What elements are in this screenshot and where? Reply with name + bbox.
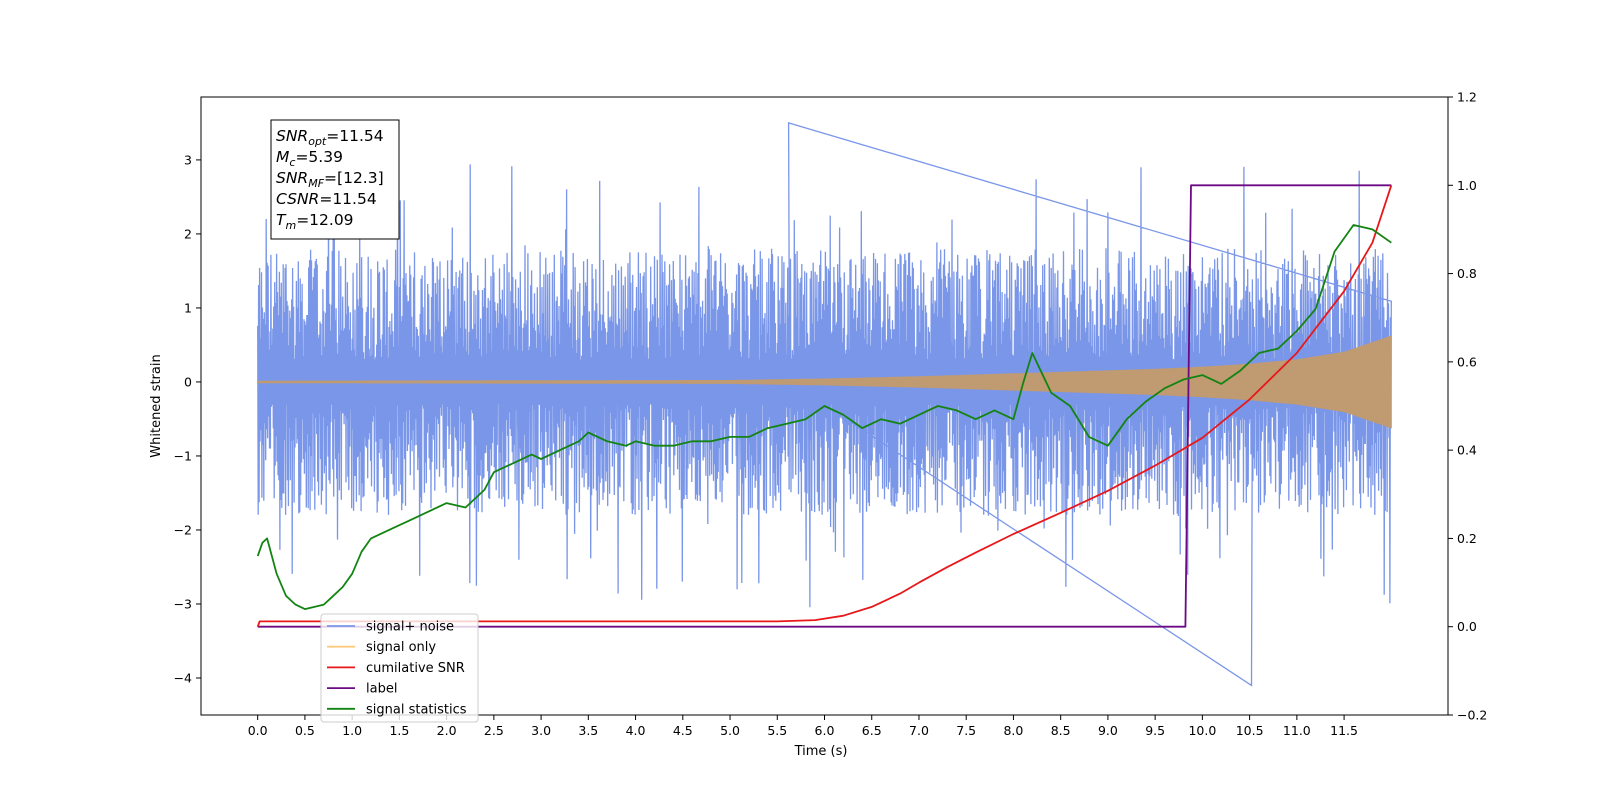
x-tick-label: 6.5 xyxy=(862,723,882,738)
legend-label: cumilative SNR xyxy=(366,661,465,676)
signal-noise-line xyxy=(257,122,1392,687)
annotation-symbol: M xyxy=(276,148,289,166)
legend-label: label xyxy=(366,682,397,697)
legend: signal+ noise signal only cumilative SNR la… xyxy=(320,613,479,723)
x-tick-label: 10.0 xyxy=(1188,723,1216,738)
x-axis-label: Time (s) xyxy=(794,744,848,759)
y-right-tick-label: 0.0 xyxy=(1457,619,1477,634)
x-tick-label: 10.5 xyxy=(1236,723,1264,738)
y-right-tick-label: 0.4 xyxy=(1457,443,1477,458)
annotation-subscript: m xyxy=(285,219,296,232)
x-tick-label: 1.5 xyxy=(389,723,409,738)
y-axis-right: −0.2 0.0 0.2 0.4 0.6 0.8 1.0 1.2 xyxy=(1448,90,1487,723)
x-tick-label: 7.0 xyxy=(909,723,929,738)
y-left-tick-label: −3 xyxy=(174,596,192,611)
y-right-tick-label: 0.2 xyxy=(1457,531,1477,546)
x-tick-label: 4.5 xyxy=(673,723,693,738)
label-line xyxy=(257,184,1392,628)
x-tick-label: 9.5 xyxy=(1145,723,1165,738)
x-axis: 0.0 0.5 1.0 1.5 2.0 2.5 3.0 3.5 4.0 4.5 5.0 5.5 6.0 6… xyxy=(248,715,1358,738)
x-tick-label: 5.5 xyxy=(767,723,787,738)
y-right-tick-label: 0.6 xyxy=(1457,354,1477,369)
y-left-tick-label: 3 xyxy=(184,152,192,167)
annotation-line: CSNR=11.54 xyxy=(276,190,377,208)
annotation-frame xyxy=(270,119,400,240)
x-tick-label: 1.0 xyxy=(342,723,362,738)
annotation-symbol: CSNR xyxy=(276,190,319,208)
legend-frame xyxy=(320,613,479,723)
y-left-tick-label: 2 xyxy=(184,226,192,241)
y-left-tick-label: 1 xyxy=(184,300,192,315)
x-tick-label: 6.0 xyxy=(815,723,835,738)
annotation-line: SNRopt=11.54 xyxy=(276,127,384,148)
x-tick-label: 9.0 xyxy=(1098,723,1118,738)
annotation-value: =12.09 xyxy=(296,211,353,229)
annotation-subscript: opt xyxy=(308,135,327,148)
x-tick-label: 2.5 xyxy=(484,723,504,738)
legend-label: signal statistics xyxy=(366,702,467,717)
x-tick-label: 4.0 xyxy=(626,723,646,738)
annotation-value: =5.39 xyxy=(295,148,343,166)
x-tick-label: 0.0 xyxy=(248,723,268,738)
annotation-symbol: SNR xyxy=(276,169,308,187)
legend-label: signal+ noise xyxy=(366,620,454,635)
annotation-subscript: c xyxy=(289,156,295,169)
annotation-line: SNRMF=[12.3] xyxy=(276,169,384,190)
x-tick-label: 7.5 xyxy=(956,723,976,738)
annotation-value: =11.54 xyxy=(326,127,383,145)
right-axis-series xyxy=(256,184,1393,628)
x-tick-label: 2.0 xyxy=(437,723,457,738)
y-right-tick-label: 1.0 xyxy=(1457,178,1477,193)
y-right-tick-label: 1.2 xyxy=(1457,90,1477,105)
x-tick-label: 11.0 xyxy=(1283,723,1311,738)
y-axis-left: −4 −3 −2 −1 0 1 2 3 xyxy=(174,152,201,685)
x-tick-label: 5.0 xyxy=(720,723,740,738)
y-left-tick-label: −2 xyxy=(174,522,192,537)
y-left-tick-label: −1 xyxy=(174,448,192,463)
x-tick-label: 3.0 xyxy=(531,723,551,738)
cumulative-snr-line xyxy=(256,185,1393,628)
y-right-tick-label: 0.8 xyxy=(1457,266,1477,281)
annotation-line: Mc=5.39 xyxy=(276,148,343,169)
annotation-line: Tm=12.09 xyxy=(276,211,354,232)
annotation-subscript: MF xyxy=(308,177,324,190)
y-left-tick-label: 0 xyxy=(184,374,192,389)
signal-noise-series xyxy=(257,122,1392,687)
y-axis-label: Whitened strain xyxy=(149,354,164,457)
signal-only-envelope xyxy=(257,335,1392,429)
x-tick-label: 11.5 xyxy=(1330,723,1358,738)
x-tick-label: 8.5 xyxy=(1051,723,1071,738)
x-tick-label: 8.0 xyxy=(1003,723,1023,738)
signal-statistics-line xyxy=(256,224,1392,610)
signal-only-series xyxy=(257,335,1392,429)
x-tick-label: 0.5 xyxy=(295,723,315,738)
y-left-tick-label: −4 xyxy=(174,670,192,685)
annotation-symbol: T xyxy=(276,211,287,229)
annotation-symbol: SNR xyxy=(276,127,308,145)
annotation-value: =11.54 xyxy=(319,190,376,208)
legend-label: signal only xyxy=(366,640,436,655)
y-right-tick-label: −0.2 xyxy=(1457,708,1487,723)
x-tick-label: 3.5 xyxy=(578,723,598,738)
annotation-value: =[12.3] xyxy=(324,169,384,187)
annotation-box: SNRopt=11.54Mc=5.39SNRMF=[12.3]CSNR=11.5… xyxy=(270,119,400,240)
